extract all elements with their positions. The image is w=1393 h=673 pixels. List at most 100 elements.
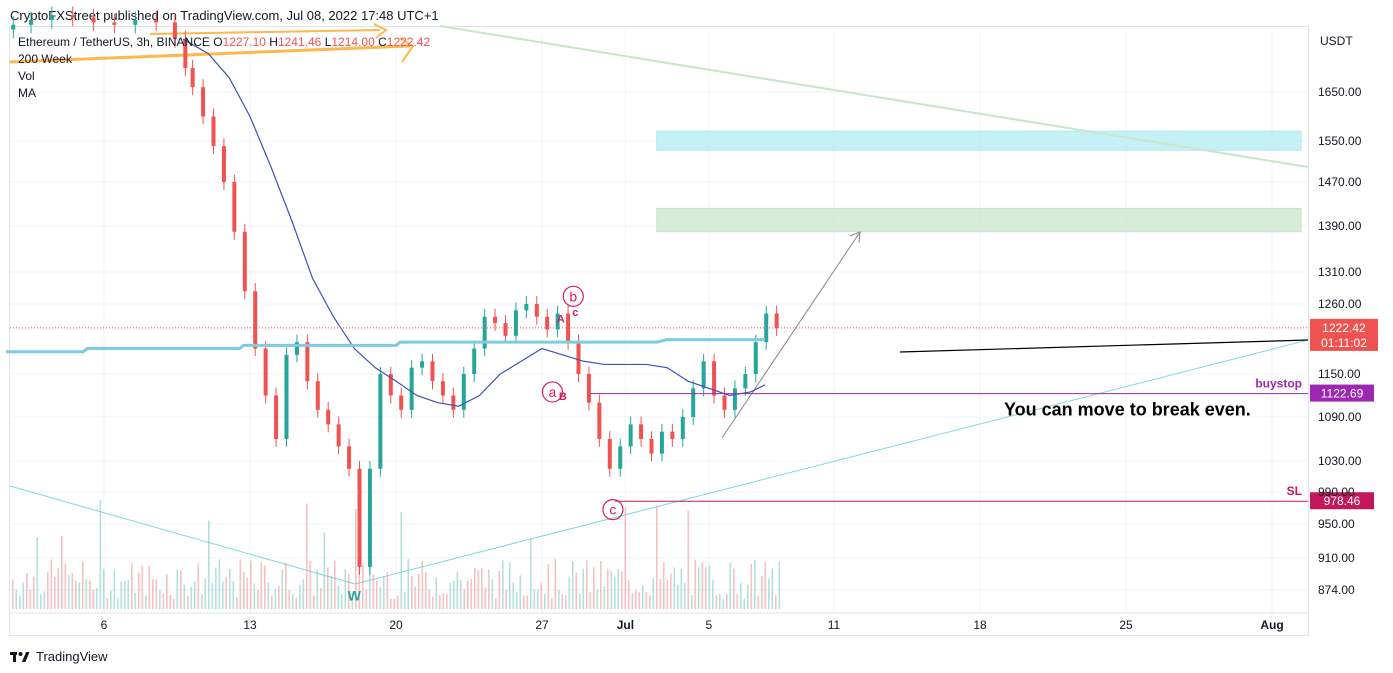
candle-body (172, 22, 177, 40)
volume-bar (365, 589, 368, 609)
candle-body (712, 361, 717, 396)
horizontal-ray[interactable] (899, 339, 1309, 353)
volume-bar (691, 595, 693, 609)
volume-bar (670, 573, 672, 609)
volume-bar (64, 563, 67, 609)
volume-bar (281, 569, 284, 609)
price-axis-label: 950.00 (1318, 517, 1355, 531)
legend-ma[interactable]: MA (18, 86, 36, 100)
volume-bar (442, 593, 445, 609)
candle-body (232, 182, 237, 232)
volume-bar (313, 595, 315, 609)
legend-close-label: C (378, 35, 387, 49)
price-axis-label: 1030.00 (1318, 454, 1362, 468)
candle-body (639, 424, 644, 439)
volume-bar (775, 595, 777, 609)
volume-bar (204, 579, 207, 609)
volume-bar (652, 578, 655, 609)
volume-bar (295, 597, 298, 609)
volume-bar (19, 595, 21, 609)
volume-bar (96, 588, 98, 609)
volume-bar (498, 570, 501, 609)
volume-bar (519, 575, 522, 609)
candle-body (440, 381, 445, 396)
price-axis-label: 1390.00 (1318, 219, 1362, 233)
last-price-tag (1310, 318, 1378, 351)
candle-body (274, 395, 279, 439)
candle-body (743, 374, 748, 389)
volume-bar (558, 589, 560, 609)
candle-body (190, 68, 195, 88)
volume-bar (390, 598, 392, 609)
volume-bar (239, 559, 242, 609)
volume-bar (453, 580, 455, 609)
volume-bar (733, 568, 735, 609)
wave-label-a: A (557, 313, 565, 325)
legend-200-week[interactable]: 200 Week (18, 52, 72, 66)
volume-bar (505, 589, 508, 609)
series-line-ma[interactable] (182, 38, 766, 407)
volume-bar (54, 577, 56, 609)
upper-zone[interactable] (656, 130, 1302, 151)
volume-bar (124, 580, 126, 609)
chart-frame[interactable] (9, 26, 1309, 636)
candle-body (524, 304, 529, 311)
volume-bar (26, 572, 28, 609)
volume-bar (201, 594, 203, 609)
volume-bar (187, 595, 189, 609)
volume-bar (677, 584, 679, 609)
volume-bar (495, 598, 497, 609)
volume-bar (152, 579, 154, 609)
volume-bar (159, 589, 161, 609)
candle-body (680, 417, 685, 439)
volume-bar (99, 500, 102, 609)
volume-bar (57, 568, 60, 609)
time-axis-label: 6 (101, 618, 108, 632)
support-trendline-left[interactable] (9, 485, 356, 585)
volume-bar (393, 598, 396, 609)
volume-bar (680, 568, 683, 609)
volume-bar (421, 561, 424, 609)
volume-bar (117, 598, 119, 609)
volume-bar (225, 576, 228, 609)
price-axis-label: 1260.00 (1318, 297, 1362, 311)
volume-bar (533, 589, 536, 609)
wave-circle-c (602, 499, 624, 521)
legend-vol[interactable]: Vol (18, 69, 35, 83)
projection-arrow-line[interactable] (721, 231, 861, 439)
lower-zone[interactable] (656, 207, 1302, 233)
candle-body (649, 439, 654, 454)
volume-bar (778, 561, 781, 609)
candle-body (211, 116, 216, 147)
orange-arrow-line-2[interactable] (149, 29, 381, 35)
volume-bar (460, 580, 462, 609)
volume-bar (554, 559, 557, 609)
descending-trendline[interactable] (439, 25, 1309, 168)
candle-body (597, 402, 602, 439)
volume-bar (747, 584, 749, 609)
candle-body (11, 24, 16, 30)
orange-arrow-line[interactable] (9, 44, 411, 64)
candle-body (482, 316, 487, 349)
volume-bar (649, 595, 651, 609)
volume-bar (761, 575, 763, 609)
volume-bar (75, 580, 77, 609)
volume-bar (523, 595, 525, 609)
candle-body (367, 468, 372, 567)
volume-bar (666, 579, 669, 609)
price-axis-label: 1470.00 (1318, 175, 1362, 189)
volume-bar (271, 595, 273, 609)
series-line-200-week[interactable] (5, 338, 766, 354)
volume-bar (743, 598, 746, 609)
candle-body (701, 361, 706, 389)
volume-bar (729, 562, 732, 609)
volume-bar (12, 579, 14, 609)
support-trendline-right[interactable] (354, 339, 1309, 585)
volume-bar (22, 582, 25, 609)
volume-bar (166, 574, 168, 609)
footer-brand[interactable]: TradingView (10, 649, 108, 664)
volume-bar (635, 589, 637, 609)
candle-body (534, 304, 539, 317)
volume-bar (768, 578, 770, 609)
